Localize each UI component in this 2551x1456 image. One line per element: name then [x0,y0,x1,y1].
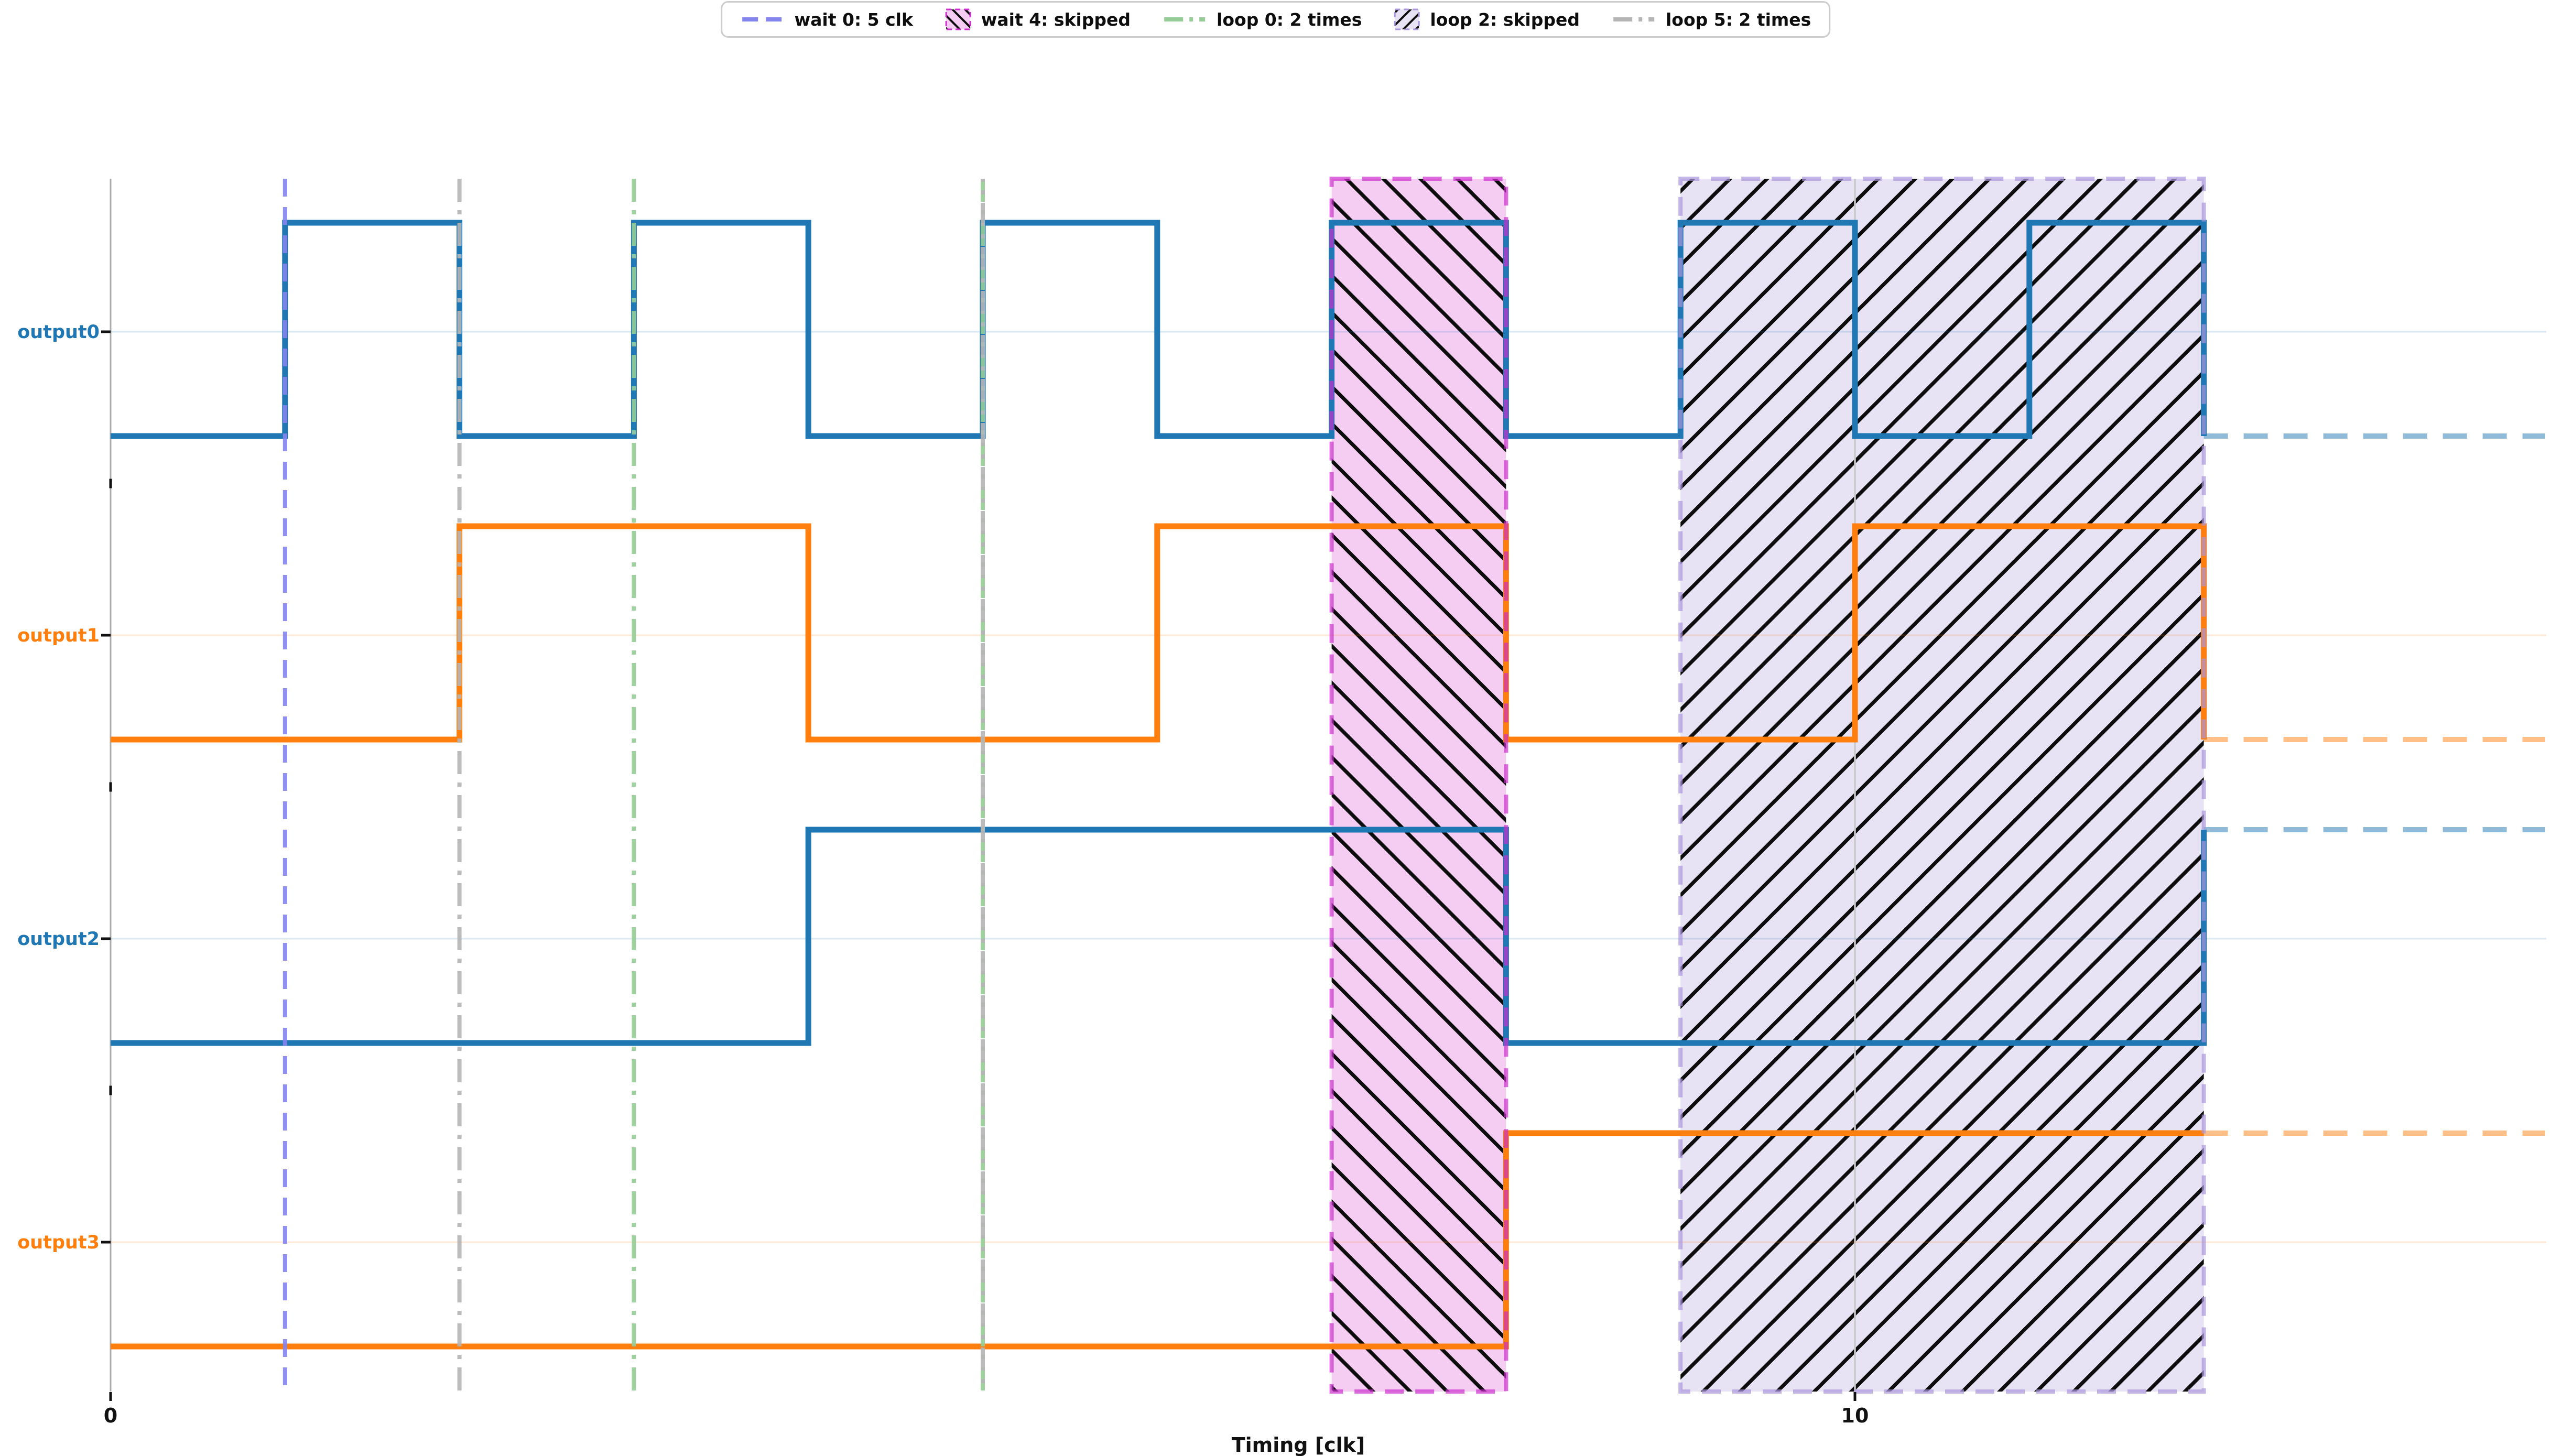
axes-layer [101,330,1857,1401]
signal-output0-wave [111,220,2207,439]
hatched-patch-swatch-icon [945,8,971,30]
signal-waves-layer [111,220,2545,1350]
y-label-output1: output1 [17,625,100,646]
legend-label: loop 2: skipped [1430,9,1580,30]
legend-item-wait-4-skipped: wait 4: skipped [945,8,1131,31]
legend-label: wait 0: 5 clk [794,9,913,30]
hatched-patch-swatch-icon [1394,8,1420,30]
y-label-output2: output2 [17,929,100,950]
event-marker-lines-layer [283,179,985,1392]
legend-item-wait-0-5-clk: wait 0: 5 clk [740,9,913,30]
region-edge-wait-4-skipped [1329,177,1508,1394]
legend-label: wait 4: skipped [981,9,1131,30]
region-edges-layer [1329,177,2206,1394]
signal-output1-wave [111,523,2207,743]
region-edge-loop-2-skipped [1678,177,2206,1394]
x-tick-label-0: 0 [104,1404,117,1427]
legend-item-loop-5-2-times: loop 5: 2 times [1611,9,1811,30]
y-label-output3: output3 [17,1232,100,1253]
legend-label: loop 0: 2 times [1217,9,1362,30]
region-loop-2-skipped [1680,179,2204,1392]
y-label-output0: output0 [17,322,100,343]
dashdot-line-swatch-icon [1164,17,1206,21]
signal-output2-wave [111,827,2207,1046]
skipped-regions-layer [1331,179,2204,1392]
x-axis-title: Timing [clk] [1232,1433,1365,1456]
legend: wait 0: 5 clk wait 4: skipped loop 0: 2 ti… [720,1,1831,38]
legend-item-loop-2-skipped: loop 2: skipped [1393,8,1580,31]
x-tick-label-10: 10 [1841,1404,1869,1427]
region-wait-4-skipped [1331,179,1506,1392]
signal-output3-wave [111,1130,2204,1350]
legend-item-loop-0-2-times: loop 0: 2 times [1162,9,1362,30]
dashdot-line-swatch-icon [1613,17,1654,21]
legend-label: loop 5: 2 times [1665,9,1811,30]
labels-layer: output0 output1 output2 output3 0 10 Tim… [17,322,1869,1456]
dashed-line-swatch-icon [742,17,783,21]
